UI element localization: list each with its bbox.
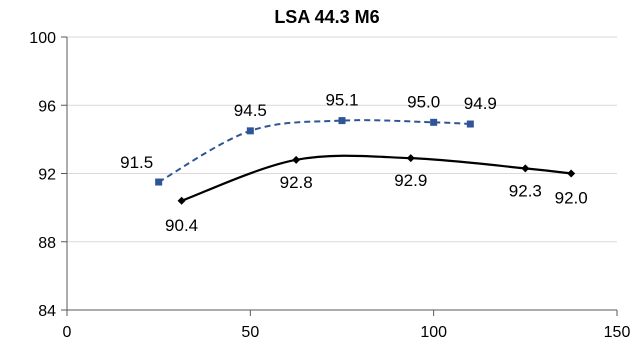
y-tick-label: 88 <box>38 235 56 252</box>
series-2 <box>177 154 576 205</box>
data-label: 90.4 <box>165 216 198 235</box>
data-point-marker <box>567 169 576 178</box>
x-tick-label: 100 <box>420 324 447 341</box>
data-point-marker <box>155 178 163 186</box>
data-point-marker <box>292 155 301 164</box>
data-point-marker <box>177 196 186 205</box>
data-label: 95.0 <box>407 92 440 111</box>
y-tick-label: 96 <box>38 98 56 115</box>
data-label: 92.0 <box>555 189 588 208</box>
data-point-marker <box>430 118 438 126</box>
data-label: 95.1 <box>325 91 358 110</box>
series-1 <box>155 117 474 186</box>
data-label: 91.5 <box>120 153 153 172</box>
series-line <box>158 119 471 183</box>
y-tick-label: 84 <box>38 303 56 320</box>
series-group <box>155 117 576 205</box>
data-point-marker <box>246 127 254 135</box>
y-tick-label: 92 <box>38 167 56 184</box>
x-tick-label: 50 <box>241 324 259 341</box>
x-tick-label: 0 <box>63 324 72 341</box>
series-line <box>181 154 572 202</box>
data-label: 92.3 <box>509 181 542 200</box>
data-labels: 91.5 94.5 95.1 95.0 94.9 90.4 92.8 92.9 92.3 92.0 <box>120 91 588 235</box>
data-point-marker <box>338 117 346 125</box>
y-tick-label: 100 <box>29 30 56 47</box>
data-label: 94.9 <box>464 94 497 113</box>
data-point-marker <box>406 154 415 163</box>
axes: 84 88 92 96 100 0 50 100 150 <box>29 30 630 341</box>
data-label: 92.9 <box>394 171 427 190</box>
chart-title: LSA 44.3 M6 <box>274 7 379 27</box>
data-label: 94.5 <box>234 101 267 120</box>
data-label: 92.8 <box>280 173 313 192</box>
data-point-marker <box>521 164 530 173</box>
x-tick-label: 150 <box>604 324 631 341</box>
gridlines <box>67 36 617 243</box>
data-point-marker <box>466 120 474 128</box>
